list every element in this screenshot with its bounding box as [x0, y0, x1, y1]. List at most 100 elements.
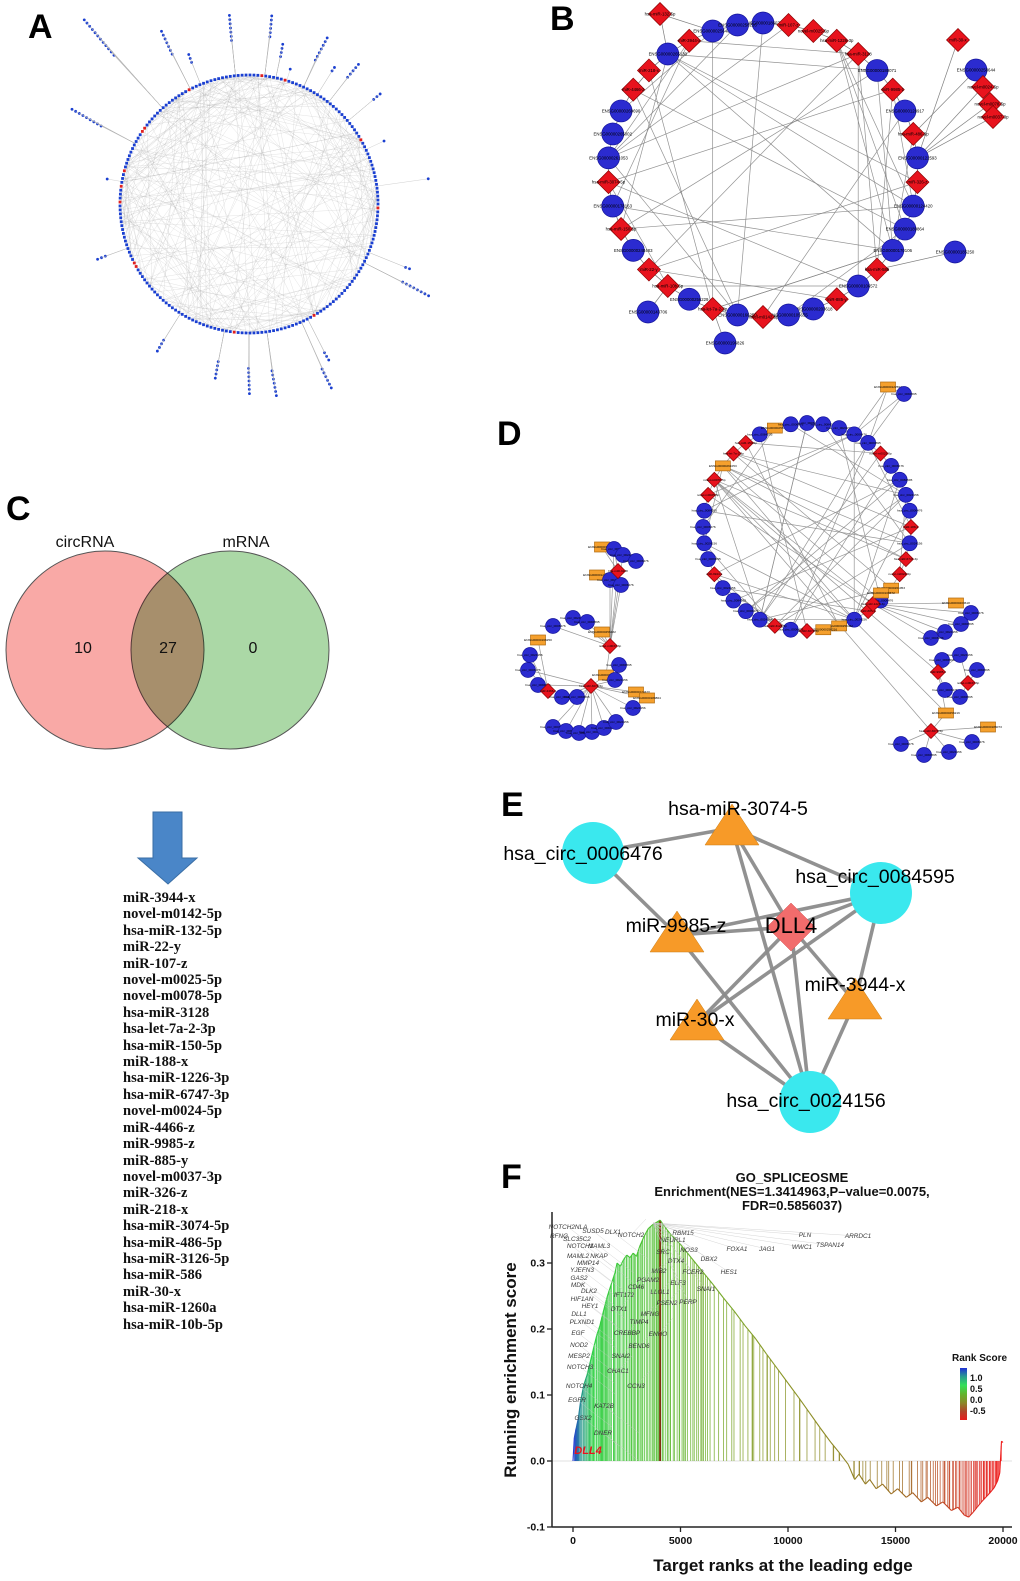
ring-node-blue	[340, 113, 344, 116]
ring-node-blue	[119, 220, 123, 224]
gene-node	[613, 577, 629, 593]
ring-node-blue	[244, 331, 248, 335]
legend-gradient-bar	[960, 1368, 967, 1420]
ring-node-blue	[156, 293, 159, 297]
network-edge	[230, 75, 263, 332]
gene-rect-node	[628, 686, 644, 698]
network-edge	[249, 74, 315, 316]
node-label: hsa_circ_0024156	[747, 618, 773, 622]
y-tick-label: 0.2	[530, 1324, 545, 1336]
gene-label: JAG1	[758, 1246, 775, 1253]
network-edge	[125, 76, 227, 168]
mirna-list-item: hsa-miR-1260a	[123, 1300, 217, 1317]
gene-leader-line	[576, 1399, 613, 1428]
network-edge	[146, 125, 153, 290]
ring-node-blue	[126, 247, 130, 250]
satellite-node	[327, 358, 331, 362]
outlier-edge	[876, 251, 956, 270]
node-label: hsa_circ_0084595	[695, 557, 721, 561]
outlier-edge	[913, 69, 977, 135]
node-label: hsa_circ_0006476	[918, 636, 944, 640]
node-label: ENSG00000256482	[588, 630, 616, 634]
network-edge	[745, 442, 881, 454]
network-edge	[722, 465, 907, 560]
network-edge	[667, 53, 918, 183]
satellite-edge	[363, 262, 429, 296]
gene-leader-line	[620, 1339, 637, 1357]
network-edge	[872, 603, 972, 614]
node-label: novel-m0037-3p	[957, 681, 980, 685]
network-edge	[714, 479, 874, 605]
node-label: hsa_circ_0024156	[897, 541, 923, 545]
node-label: hsa_circ_0084595	[891, 392, 917, 396]
network-edge	[214, 117, 345, 329]
network-edge	[175, 97, 361, 141]
network-edge	[120, 94, 318, 211]
ring-node-red	[376, 206, 380, 210]
ring-node-blue	[260, 330, 264, 334]
gene-label: PLXND1	[570, 1319, 595, 1326]
network-edge	[358, 136, 365, 262]
enrichment-curve-segment	[616, 1262, 621, 1267]
mirna-list-item: hsa-miR-150-5p	[123, 1037, 223, 1054]
ring-node-blue	[118, 196, 122, 200]
network-edge	[578, 685, 592, 734]
node-label: ENSG00000265130	[649, 51, 688, 56]
network-edge	[185, 80, 286, 317]
mirna-node	[872, 445, 889, 462]
node-label: ENSG00000261053	[589, 155, 628, 160]
enrichment-curve-segment	[951, 1506, 959, 1511]
node-label: hsa_circ_0084595	[855, 441, 881, 445]
ring-node-blue	[232, 74, 236, 78]
network-edge	[620, 70, 878, 230]
node-label: hsa_circ_0006476	[778, 628, 804, 632]
network-edge	[119, 79, 286, 211]
network-edge	[203, 83, 212, 328]
satellite-node	[382, 139, 386, 143]
mirna-node	[596, 170, 621, 195]
ring-node-blue	[370, 241, 374, 245]
gene-node	[831, 420, 847, 436]
enrichment-curve-segment	[572, 1437, 575, 1462]
node-label: hsa-miR-6747-3p	[894, 557, 918, 561]
venn-value-left: 10	[74, 640, 92, 657]
mirna-list: miR-3944-x novel-m0142-5p hsa-miR-132-5p mi…	[123, 890, 343, 1333]
satellite-edge	[307, 318, 329, 361]
network-edge	[134, 157, 370, 264]
enrichment-curve-segment	[690, 1257, 703, 1272]
network-edge	[123, 174, 183, 315]
network-edge	[134, 144, 259, 333]
ring-node-blue	[221, 76, 224, 80]
network-edge	[853, 510, 911, 620]
network-edge	[122, 157, 370, 230]
gene-node	[846, 611, 863, 628]
enrichment-curve-segment	[619, 1259, 625, 1267]
network-edge	[667, 53, 914, 207]
network-edge	[249, 318, 308, 334]
ring-node-blue	[174, 96, 177, 100]
ring-node-blue	[252, 73, 256, 77]
mirna-node	[540, 683, 556, 699]
network-edge	[310, 219, 378, 318]
ring-node-red	[359, 138, 363, 142]
gene-leader-line	[577, 1284, 614, 1313]
node-label: hsa_circ_0006476	[690, 525, 716, 529]
gene-node	[601, 122, 625, 146]
network-edge	[154, 74, 255, 117]
gene-node	[625, 700, 641, 716]
mirna-node	[700, 486, 717, 503]
ring-node-blue	[153, 114, 157, 118]
node-label: hsa_circ_0084595	[601, 547, 627, 551]
network-edge	[210, 129, 355, 328]
node-label: hsa-let-7a-2-3p	[723, 451, 744, 455]
network-edge	[234, 75, 375, 173]
enrichment-curve-segment	[659, 1219, 664, 1226]
ring-node-blue	[367, 156, 371, 160]
network-edge	[121, 221, 353, 282]
node-label: hsa-miR-10b-5p	[652, 284, 683, 289]
network-edge	[120, 213, 270, 332]
ring-node-blue	[156, 111, 159, 115]
network-edge	[192, 313, 318, 321]
network-edge	[362, 184, 377, 265]
